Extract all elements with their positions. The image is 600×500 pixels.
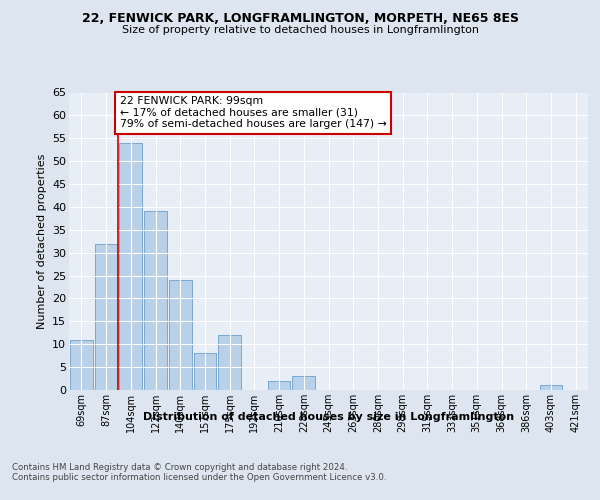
Bar xyxy=(169,280,191,390)
Bar xyxy=(70,340,93,390)
Bar xyxy=(194,354,216,390)
Text: 22, FENWICK PARK, LONGFRAMLINGTON, MORPETH, NE65 8ES: 22, FENWICK PARK, LONGFRAMLINGTON, MORPE… xyxy=(82,12,518,26)
Bar xyxy=(119,143,142,390)
Bar xyxy=(144,212,167,390)
Bar xyxy=(539,386,562,390)
Y-axis label: Number of detached properties: Number of detached properties xyxy=(37,154,47,329)
Bar xyxy=(95,244,118,390)
Text: Contains HM Land Registry data © Crown copyright and database right 2024.
Contai: Contains HM Land Registry data © Crown c… xyxy=(12,462,386,482)
Text: Size of property relative to detached houses in Longframlington: Size of property relative to detached ho… xyxy=(121,25,479,35)
Text: Distribution of detached houses by size in Longframlington: Distribution of detached houses by size … xyxy=(143,412,514,422)
Bar xyxy=(268,381,290,390)
Bar xyxy=(218,335,241,390)
Bar xyxy=(292,376,315,390)
Text: 22 FENWICK PARK: 99sqm
← 17% of detached houses are smaller (31)
79% of semi-det: 22 FENWICK PARK: 99sqm ← 17% of detached… xyxy=(119,96,386,130)
